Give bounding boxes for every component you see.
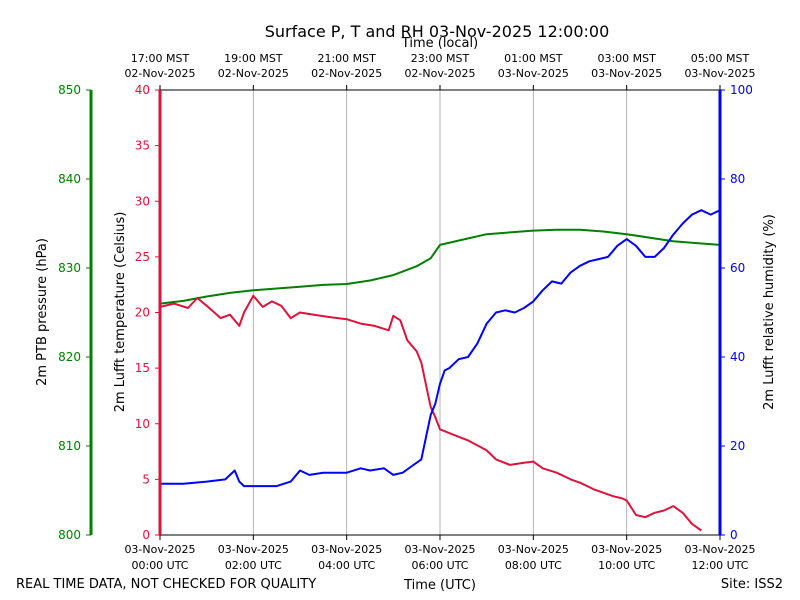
- temperature-tick-label: 25: [135, 250, 150, 264]
- humidity-tick-label: 60: [730, 261, 745, 275]
- pressure-tick-label: 840: [58, 172, 81, 186]
- humidity-tick-label: 40: [730, 350, 745, 364]
- top-tick-label-time: 03:00 MST: [597, 52, 656, 65]
- x-axis-title: Time (UTC): [403, 578, 476, 593]
- x-tick-label-time: 04:00 UTC: [318, 559, 375, 572]
- x-tick-label-time: 08:00 UTC: [505, 559, 562, 572]
- top-tick-label-date: 03-Nov-2025: [591, 67, 662, 80]
- temperature-tick-label: 40: [135, 83, 150, 97]
- ticks-group: 0 5 10 15 20 25 30 35 40 0 20 40 60 80 100 800 810 820 830…: [58, 52, 755, 572]
- humidity-tick-label: 100: [730, 83, 753, 97]
- temperature-tick-label: 20: [135, 306, 150, 320]
- x-tick-label-date: 03-Nov-2025: [591, 543, 662, 556]
- x-tick-label-date: 03-Nov-2025: [311, 543, 382, 556]
- temperature-tick-label: 35: [135, 139, 150, 153]
- grid: [252, 90, 628, 535]
- x-tick-label-date: 03-Nov-2025: [684, 543, 755, 556]
- top-tick-label-time: 19:00 MST: [224, 52, 283, 65]
- pressure-tick-label: 800: [58, 528, 81, 542]
- top-tick-label-date: 03-Nov-2025: [684, 67, 755, 80]
- pressure-tick-label: 820: [58, 350, 81, 364]
- x-tick-label-date: 03-Nov-2025: [498, 543, 569, 556]
- temperature-tick-label: 30: [135, 194, 150, 208]
- top-tick-label-date: 02-Nov-2025: [218, 67, 289, 80]
- pressure-tick-label: 850: [58, 83, 81, 97]
- quality-disclaimer: REAL TIME DATA, NOT CHECKED FOR QUALITY: [16, 577, 316, 592]
- series-line-pressure: [159, 228, 721, 305]
- humidity-tick-label: 20: [730, 439, 745, 453]
- x-tick-label-time: 02:00 UTC: [225, 559, 282, 572]
- x-tick-label-time: 00:00 UTC: [131, 559, 188, 572]
- x-tick-label-time: 06:00 UTC: [411, 559, 468, 572]
- temperature-tick-label: 10: [135, 417, 150, 431]
- pressure-tick-label: 830: [58, 261, 81, 275]
- top-tick-label-time: 01:00 MST: [504, 52, 563, 65]
- x-tick-label-date: 03-Nov-2025: [218, 543, 289, 556]
- pressure-tick-label: 810: [58, 439, 81, 453]
- x-tick-label-date: 03-Nov-2025: [404, 543, 475, 556]
- x-tick-label-date: 03-Nov-2025: [124, 543, 195, 556]
- temperature-tick-label: 5: [142, 472, 150, 486]
- axes-group: [89, 89, 722, 536]
- pressure-axis-label: 2m PTB pressure (hPa): [35, 238, 50, 386]
- series-group: [159, 209, 721, 532]
- series-line-temperature: [159, 294, 702, 532]
- humidity-tick-label: 0: [730, 528, 738, 542]
- top-tick-label-date: 03-Nov-2025: [498, 67, 569, 80]
- top-tick-label-time: 17:00 MST: [131, 52, 190, 65]
- temperature-axis-label: 2m Lufft temperature (Celsius): [113, 212, 128, 413]
- x-tick-label-time: 12:00 UTC: [691, 559, 748, 572]
- x-tick-label-time: 10:00 UTC: [598, 559, 655, 572]
- top-axis-title: Time (local): [401, 36, 478, 51]
- top-tick-label-time: 21:00 MST: [317, 52, 376, 65]
- series-line-humidity: [160, 209, 721, 488]
- top-tick-label-date: 02-Nov-2025: [311, 67, 382, 80]
- temperature-tick-label: 0: [142, 528, 150, 542]
- temperature-tick-label: 15: [135, 361, 150, 375]
- top-tick-label-time: 23:00 MST: [411, 52, 470, 65]
- top-tick-label-time: 05:00 MST: [691, 52, 750, 65]
- top-tick-label-date: 02-Nov-2025: [124, 67, 195, 80]
- site-label: Site: ISS2: [721, 577, 783, 592]
- top-tick-label-date: 02-Nov-2025: [404, 67, 475, 80]
- humidity-axis-label: 2m Lufft relative humidity (%): [762, 214, 777, 410]
- chart-title: Surface P, T and RH 03-Nov-2025 12:00:00: [265, 22, 610, 41]
- humidity-tick-label: 80: [730, 172, 745, 186]
